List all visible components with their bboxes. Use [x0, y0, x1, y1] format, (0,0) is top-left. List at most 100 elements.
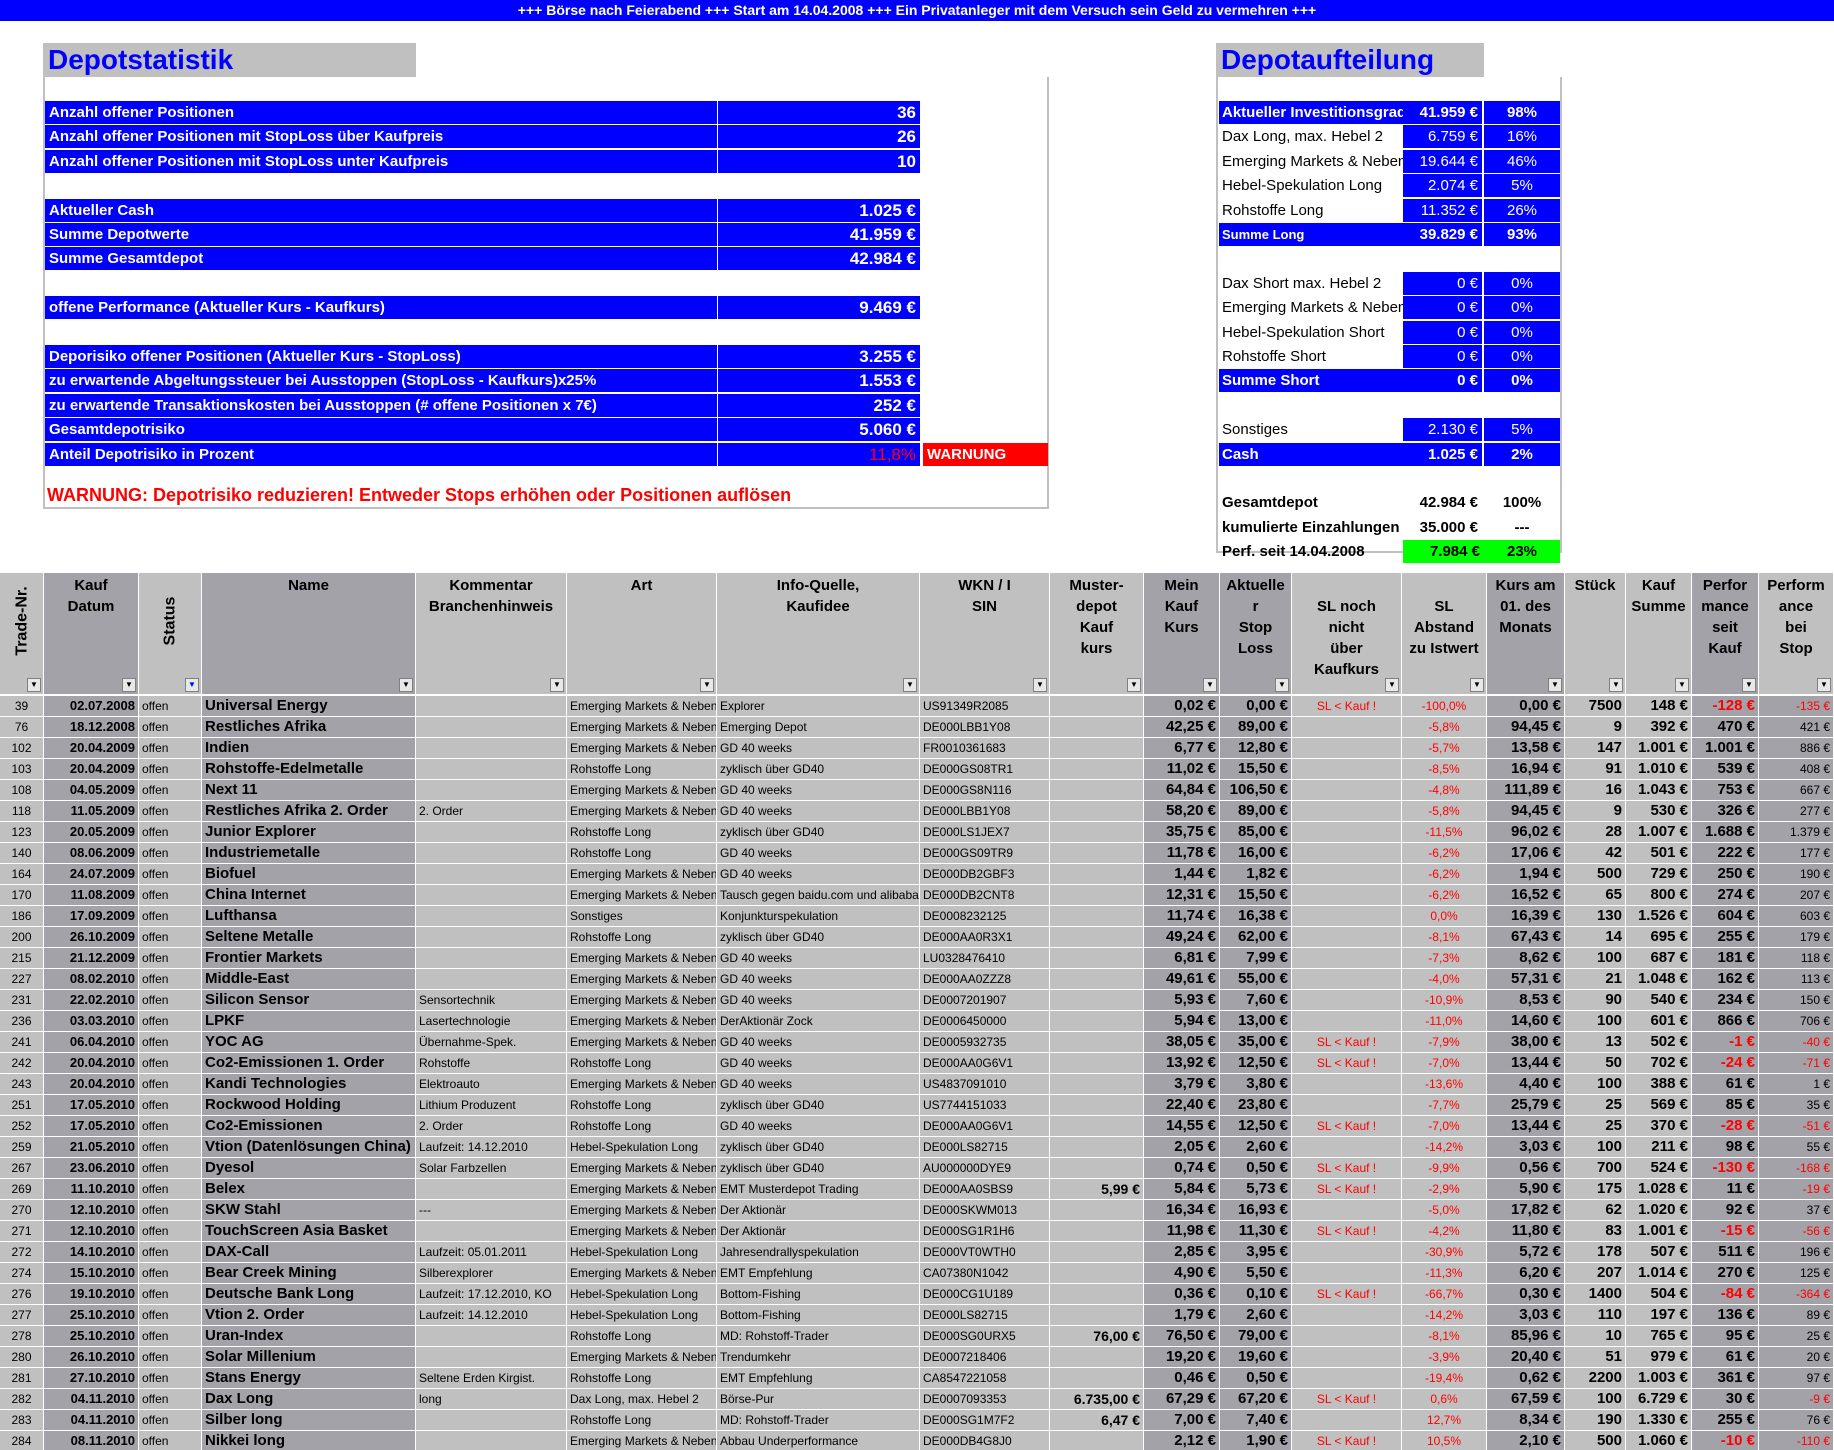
kommentar-cell: Lithium Produzent	[416, 1095, 567, 1115]
table-row[interactable]: 281 27.10.2010 offen Stans Energy Seltene Er…	[0, 1368, 1834, 1389]
stueck-cell: 13	[1565, 1032, 1626, 1052]
table-row[interactable]: 215 21.12.2009 offen Frontier Markets Emergi…	[0, 948, 1834, 969]
musterdepot-kaufkurs-cell: 76,00 €	[1050, 1326, 1144, 1346]
musterdepot-kaufkurs-cell	[1050, 969, 1144, 989]
kauf-summe-cell: 502 €	[1626, 1032, 1692, 1052]
table-row[interactable]: 76 18.12.2008 offen Restliches Afrika Emergi…	[0, 717, 1834, 738]
filter-dropdown-button[interactable]: ▼	[550, 678, 564, 692]
table-row[interactable]: 39 02.07.2008 offen Universal Energy Emergin…	[0, 696, 1834, 717]
table-row[interactable]: 243 20.04.2010 offen Kandi Technologies Elek…	[0, 1074, 1834, 1095]
stop-loss-cell: 35,00 €	[1220, 1032, 1292, 1052]
stat-value: 41.959 €	[718, 223, 920, 246]
performance-bei-stop-cell: -364 €	[1759, 1284, 1834, 1304]
filter-dropdown-button[interactable]: ▼	[1033, 678, 1047, 692]
filter-dropdown-button[interactable]: ▼	[1742, 678, 1756, 692]
kauf-summe-cell: 388 €	[1626, 1074, 1692, 1094]
performance-bei-stop-cell: 667 €	[1759, 780, 1834, 800]
header-trade-nr: Trade-Nr. ▼	[0, 573, 44, 694]
table-row[interactable]: 200 26.10.2009 offen Seltene Metalle Rohstof…	[0, 927, 1834, 948]
filter-dropdown-button[interactable]: ▼	[1275, 678, 1289, 692]
table-row[interactable]: 251 17.05.2010 offen Rockwood Holding Lithiu…	[0, 1095, 1834, 1116]
table-row[interactable]: 186 17.09.2009 offen Lufthansa Sonstiges Konj…	[0, 906, 1834, 927]
table-row[interactable]: 236 03.03.2010 offen LPKF Lasertechnologie Em…	[0, 1011, 1834, 1032]
filter-dropdown-button[interactable]: ▼	[122, 678, 136, 692]
table-row[interactable]: 118 11.05.2009 offen Restliches Afrika 2. O…	[0, 801, 1834, 822]
kommentar-cell: Rohstoffe	[416, 1053, 567, 1073]
kauf-summe-cell: 530 €	[1626, 801, 1692, 821]
allocation-label: Emerging Markets & Nebenwerte	[1222, 152, 1403, 170]
mein-kaufkurs-cell: 42,25 €	[1144, 717, 1220, 737]
table-row[interactable]: 102 20.04.2009 offen Indien Emerging Markets…	[0, 738, 1834, 759]
musterdepot-kaufkurs-cell	[1050, 843, 1144, 863]
performance-bei-stop-cell: 150 €	[1759, 990, 1834, 1010]
table-row[interactable]: 123 20.05.2009 offen Junior Explorer Rohstof…	[0, 822, 1834, 843]
sl-unter-kauf-cell	[1292, 927, 1402, 947]
filter-dropdown-button[interactable]: ▼	[1817, 678, 1831, 692]
table-row[interactable]: 231 22.02.2010 offen Silicon Sensor Sensorte…	[0, 990, 1834, 1011]
filter-dropdown-button[interactable]: ▼	[1203, 678, 1217, 692]
table-row[interactable]: 108 04.05.2009 offen Next 11 Emerging Market…	[0, 780, 1834, 801]
table-row[interactable]: 227 08.02.2010 offen Middle-East Emerging Ma…	[0, 969, 1834, 990]
filter-dropdown-button[interactable]: ▼	[1675, 678, 1689, 692]
performance-bei-stop-cell: 190 €	[1759, 864, 1834, 884]
mein-kaufkurs-cell: 6,81 €	[1144, 948, 1220, 968]
art-cell: Emerging Markets & Nebenwerte	[567, 948, 717, 968]
stop-loss-cell: 16,93 €	[1220, 1200, 1292, 1220]
performance-bei-stop-cell: -56 €	[1759, 1221, 1834, 1241]
table-row[interactable]: 280 26.10.2010 offen Solar Millenium Emergin…	[0, 1347, 1834, 1368]
kauf-datum-cell: 26.10.2010	[44, 1347, 139, 1367]
kommentar-cell	[416, 1221, 567, 1241]
table-row[interactable]: 272 14.10.2010 offen DAX-Call Laufzeit: 05.0…	[0, 1242, 1834, 1263]
mein-kaufkurs-cell: 6,77 €	[1144, 738, 1220, 758]
sl-unter-kauf-cell	[1292, 1242, 1402, 1262]
table-row[interactable]: 278 25.10.2010 offen Uran-Index Rohstoffe Lo…	[0, 1326, 1834, 1347]
sl-unter-kauf-cell	[1292, 969, 1402, 989]
table-row[interactable]: 170 11.08.2009 offen China Internet Emerging…	[0, 885, 1834, 906]
table-row[interactable]: 242 20.04.2010 offen Co2-Emissionen 1. Orde…	[0, 1053, 1834, 1074]
musterdepot-kaufkurs-cell	[1050, 885, 1144, 905]
table-row[interactable]: 271 12.10.2010 offen TouchScreen Asia Baske…	[0, 1221, 1834, 1242]
table-row[interactable]: 164 24.07.2009 offen Biofuel Emerging Market…	[0, 864, 1834, 885]
positions-table-body: 39 02.07.2008 offen Universal Energy Emergin…	[0, 695, 1834, 1450]
table-row[interactable]: 284 08.11.2010 offen Nikkei long Emerging Ma…	[0, 1431, 1834, 1450]
table-row[interactable]: 259 21.05.2010 offen Vtion (Datenlösungen C…	[0, 1137, 1834, 1158]
performance-seit-kauf-cell: 511 €	[1692, 1242, 1759, 1262]
filter-dropdown-button[interactable]: ▼	[1385, 678, 1399, 692]
filter-dropdown-button[interactable]: ▼	[1609, 678, 1623, 692]
filter-dropdown-button[interactable]: ▼	[1548, 678, 1562, 692]
stop-loss-cell: 3,95 €	[1220, 1242, 1292, 1262]
trade-nr-cell: 236	[0, 1011, 44, 1031]
kauf-summe-cell: 1.001 €	[1626, 738, 1692, 758]
kauf-datum-cell: 21.12.2009	[44, 948, 139, 968]
table-row[interactable]: 269 11.10.2010 offen Belex Emerging Markets …	[0, 1179, 1834, 1200]
sl-unter-kauf-cell: SL < Kauf !	[1292, 1389, 1402, 1409]
table-row[interactable]: 276 19.10.2010 offen Deutsche Bank Long Lauf…	[0, 1284, 1834, 1305]
kommentar-cell	[416, 948, 567, 968]
table-row[interactable]: 270 12.10.2010 offen SKW Stahl --- Emerging …	[0, 1200, 1834, 1221]
status-cell: offen	[139, 1137, 202, 1157]
table-row[interactable]: 277 25.10.2010 offen Vtion 2. Order Laufzeit…	[0, 1305, 1834, 1326]
mein-kaufkurs-cell: 0,36 €	[1144, 1284, 1220, 1304]
info-quelle-cell: Explorer	[717, 696, 920, 716]
filter-dropdown-button[interactable]: ▼	[185, 678, 199, 692]
filter-dropdown-button[interactable]: ▼	[27, 678, 41, 692]
table-row[interactable]: 241 06.04.2010 offen YOC AG Übernahme-Spek. E…	[0, 1032, 1834, 1053]
stop-loss-cell: 12,80 €	[1220, 738, 1292, 758]
mein-kaufkurs-cell: 14,55 €	[1144, 1116, 1220, 1136]
table-row[interactable]: 283 04.11.2010 offen Silber long Rohstoffe L…	[0, 1410, 1834, 1431]
sl-abstand-cell: -6,2%	[1402, 843, 1487, 863]
filter-dropdown-button[interactable]: ▼	[903, 678, 917, 692]
filter-dropdown-button[interactable]: ▼	[1127, 678, 1141, 692]
name-cell: China Internet	[202, 885, 416, 905]
kommentar-cell	[416, 927, 567, 947]
table-row[interactable]: 282 04.11.2010 offen Dax Long long Dax Long, …	[0, 1389, 1834, 1410]
table-row[interactable]: 140 08.06.2009 offen Industriemetalle Rohsto…	[0, 843, 1834, 864]
table-row[interactable]: 267 23.06.2010 offen Dyesol Solar Farbzellen…	[0, 1158, 1834, 1179]
filter-dropdown-button[interactable]: ▼	[399, 678, 413, 692]
table-row[interactable]: 252 17.05.2010 offen Co2-Emissionen 2. Order…	[0, 1116, 1834, 1137]
performance-seit-kauf-cell: 95 €	[1692, 1326, 1759, 1346]
filter-dropdown-button[interactable]: ▼	[1470, 678, 1484, 692]
filter-dropdown-button[interactable]: ▼	[700, 678, 714, 692]
table-row[interactable]: 274 15.10.2010 offen Bear Creek Mining Silbe…	[0, 1263, 1834, 1284]
table-row[interactable]: 103 20.04.2009 offen Rohstoffe-Edelmetalle R…	[0, 759, 1834, 780]
